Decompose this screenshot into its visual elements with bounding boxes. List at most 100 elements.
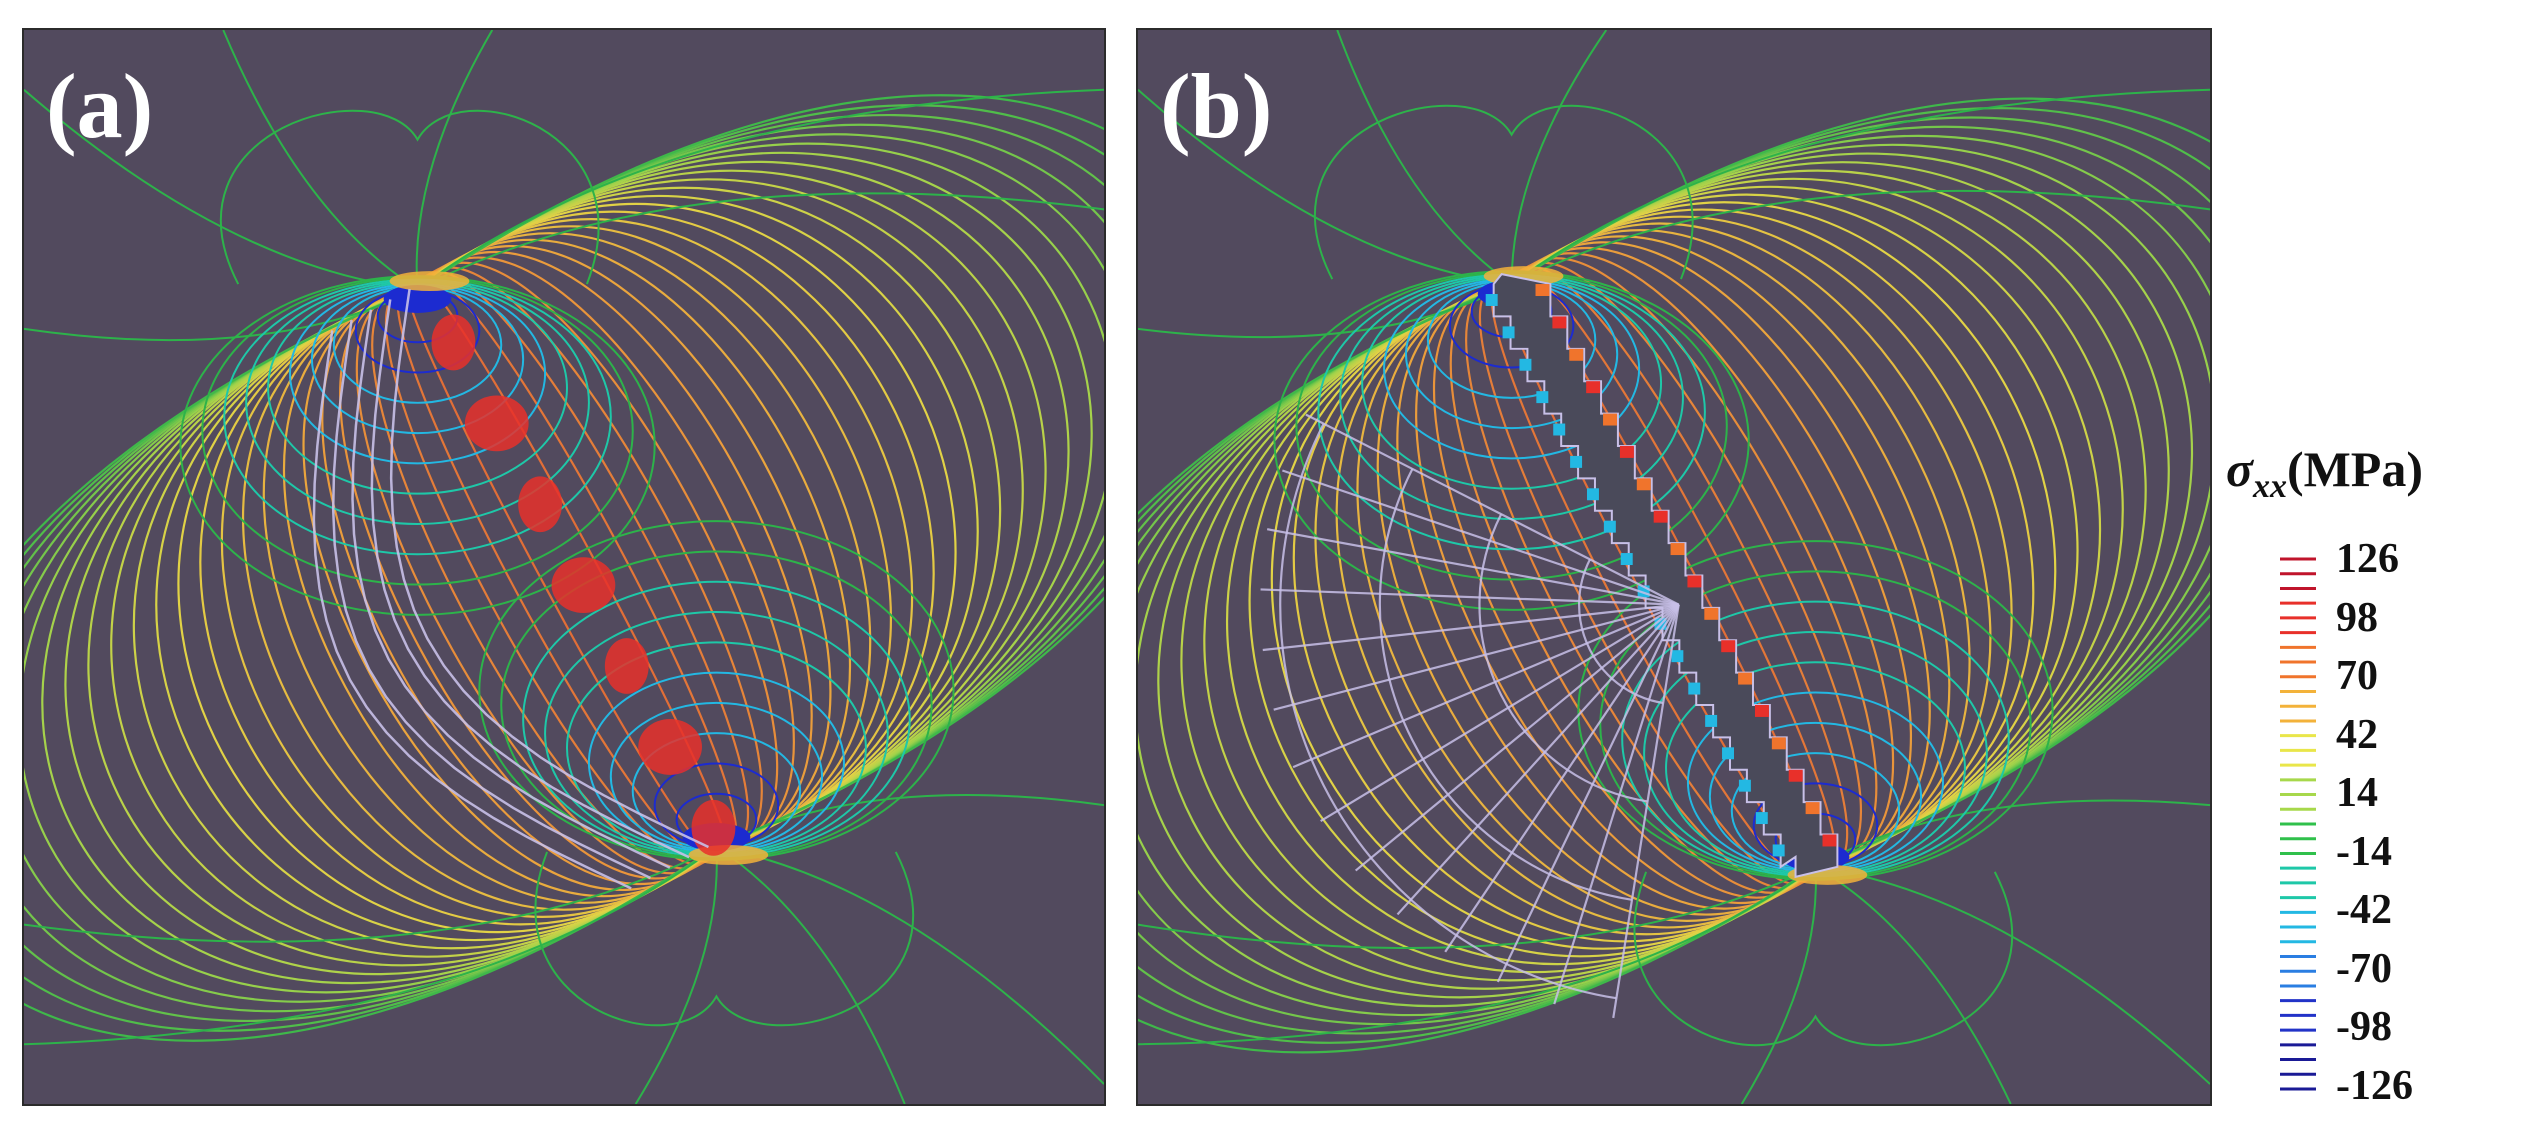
step-hotspot (1552, 316, 1567, 329)
step-coldspot (1570, 455, 1583, 468)
stress-contour-line (416, 94, 1104, 848)
step-hotspot (1687, 575, 1702, 588)
legend-tick-label: -14 (2336, 829, 2392, 875)
grain-radial-line (1496, 604, 1680, 983)
stress-contour-line (416, 239, 852, 849)
legend-title: σxx(MPa) (2226, 440, 2423, 506)
far-field-contour (634, 846, 718, 1104)
far-field-contour (1815, 865, 2210, 1085)
stress-contour-line (416, 256, 795, 849)
step-hotspot (1822, 834, 1837, 847)
step-coldspot (1485, 294, 1498, 306)
step-hotspot (1721, 640, 1736, 653)
step-coldspot (1536, 391, 1549, 404)
step-coldspot (1722, 747, 1734, 760)
grain-radial-line (1305, 413, 1680, 606)
grain-boundary-line (331, 319, 652, 880)
legend-tick-label: -98 (2336, 1004, 2392, 1050)
stress-contour-line (1510, 261, 1862, 869)
stress-contour-line (1510, 169, 2147, 868)
stress-contour-line (24, 288, 718, 994)
stress-contour-line (24, 288, 718, 1022)
stress-contour-line (1138, 283, 1817, 1035)
far-field-contour (24, 846, 717, 943)
far-field-contour (1814, 866, 2012, 1104)
stress-contour-line (416, 123, 1104, 848)
step-coldspot (1755, 812, 1768, 825)
far-field-contour (222, 30, 419, 290)
legend-tick-label: -126 (2336, 1063, 2413, 1109)
step-coldspot (1603, 520, 1616, 533)
stress-contour-line (1335, 282, 1817, 929)
step-hotspot (1603, 413, 1617, 426)
stress-contour-line (177, 287, 718, 934)
stress-contour-line (416, 104, 1104, 848)
panel-b-contour-plot (1138, 30, 2210, 1104)
stress-contour-line (416, 142, 1104, 848)
far-field-contour (24, 846, 718, 1046)
stress-contour-line (1510, 143, 2210, 868)
stress-contour-line (355, 287, 718, 875)
far-field-contour (24, 288, 418, 342)
far-field-contour (715, 846, 906, 1104)
stress-contour-line (302, 287, 718, 891)
stress-contour-line (132, 288, 718, 950)
legend-color-bar (2280, 557, 2316, 1091)
stress-hotspot (518, 476, 563, 533)
stress-contour-line (41, 288, 718, 985)
stress-contour-line (1510, 241, 1931, 868)
stress-contour-line (416, 210, 935, 849)
stress-contour-line (416, 114, 1104, 848)
stress-contour-line (1203, 283, 1817, 974)
legend-tick-label: 14 (2336, 770, 2378, 816)
legend-tick-label: -42 (2336, 887, 2392, 933)
panel-a-stress-field: (a) (22, 28, 1106, 1106)
stress-contour-line (1138, 283, 1817, 1016)
stress-contour-line (1510, 135, 2210, 868)
far-field-contour (1511, 189, 2210, 285)
step-hotspot (1619, 445, 1634, 458)
stress-contour-line (1510, 257, 1878, 868)
legend-symbol: σ (2226, 441, 2253, 497)
far-field-contour (1633, 871, 2013, 1047)
grain-boundary-line (312, 330, 632, 890)
step-coldspot (1671, 650, 1684, 663)
stress-contour-line (416, 218, 914, 849)
stress-contour-line (416, 232, 872, 849)
panel-b-label: (b) (1160, 55, 1273, 157)
panel-a-contour-plot (24, 30, 1104, 1104)
far-field-contour (1336, 30, 1513, 285)
step-hotspot (1636, 478, 1651, 491)
stress-contour-line (1180, 283, 1817, 982)
grain-boundary-line (351, 309, 671, 869)
stress-contour-line (416, 245, 832, 849)
grain-radial-line (1273, 603, 1680, 711)
grain-boundary-line (370, 299, 690, 859)
stress-contour-line (282, 287, 718, 897)
stress-contour-line (416, 261, 779, 849)
stress-contour-line (321, 287, 718, 885)
step-coldspot (1772, 844, 1785, 857)
step-hotspot (1704, 607, 1719, 620)
far-field-contour (416, 88, 1104, 290)
far-field-contour (1138, 866, 1817, 1046)
grain-radial-line (1612, 604, 1680, 1019)
stress-hotspot (604, 638, 649, 694)
stress-contour-line (1292, 283, 1817, 943)
grain-arc-line (1478, 513, 1648, 803)
stress-contour-line (416, 133, 1104, 848)
stress-contour-line (416, 169, 1047, 848)
stress-contour-line (1356, 282, 1817, 922)
stress-contour-line (1510, 185, 2102, 868)
far-field-contour (415, 30, 494, 290)
step-hotspot (1653, 510, 1668, 523)
core-contour-loop (267, 281, 568, 495)
stress-contour-line (262, 287, 718, 904)
grain-arc-line (1378, 468, 1633, 901)
grain-radial-line (1396, 603, 1680, 916)
stress-contour-line (1138, 283, 1817, 1044)
legend-tick-label: 126 (2336, 536, 2399, 582)
stress-contour-line (1138, 283, 1817, 1026)
legend-tick-label: -70 (2336, 946, 2392, 992)
far-field-contour (1138, 865, 1816, 949)
